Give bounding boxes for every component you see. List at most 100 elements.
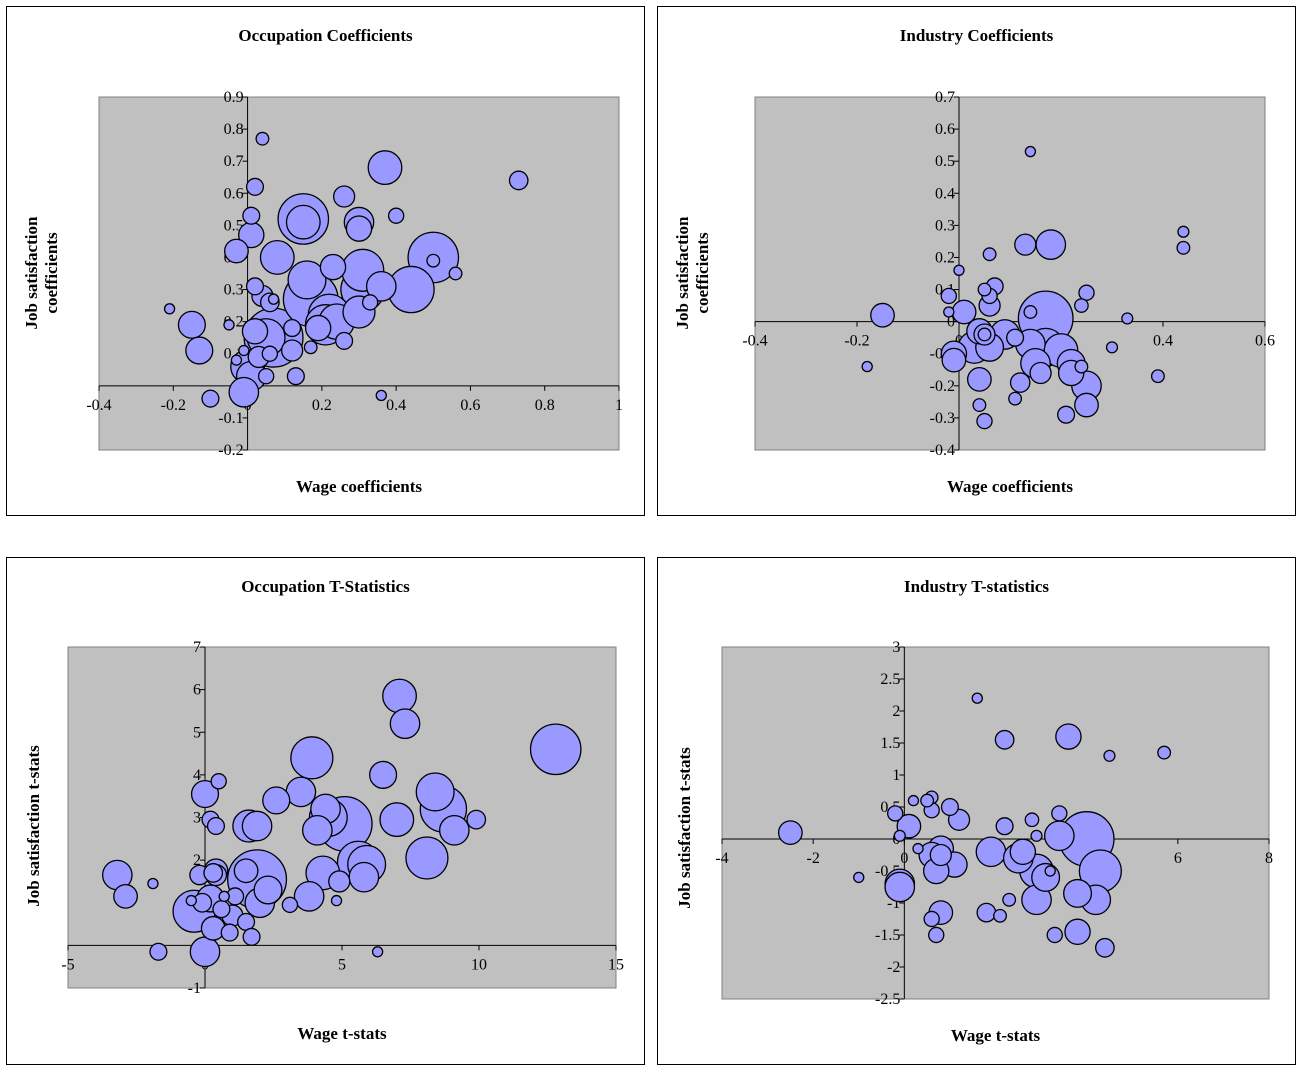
data-bubble <box>177 310 206 339</box>
y-tick-label: 4 <box>193 767 201 784</box>
data-bubble <box>976 902 997 923</box>
chart-title: Industry Coefficients <box>900 26 1054 45</box>
data-bubble <box>508 170 529 191</box>
y-axis-title-line: coefficients <box>693 232 712 314</box>
data-bubble <box>365 270 397 302</box>
data-bubble <box>286 367 305 386</box>
chart-panel-industry-t-statistics: Industry T-statistics-4-202468-2.5-2-1.5… <box>657 557 1296 1065</box>
data-bubble <box>1103 749 1116 762</box>
data-bubble <box>1029 361 1052 385</box>
data-bubble <box>415 772 455 812</box>
plot-area <box>721 646 1270 1000</box>
y-tick-label: -1.5 <box>875 927 900 944</box>
data-bubble <box>777 820 803 846</box>
y-tick-label: 2 <box>892 703 900 720</box>
data-bubble <box>304 314 332 342</box>
plot-area <box>754 96 1266 451</box>
data-bubble <box>387 207 405 224</box>
y-tick-label: 0 <box>947 314 955 331</box>
x-tick-label: 0.4 <box>386 397 406 414</box>
data-bubble <box>884 871 916 903</box>
x-tick-label: 8 <box>1265 850 1273 867</box>
y-tick-label: 3 <box>892 639 900 656</box>
y-tick-label: 0.5 <box>224 217 244 234</box>
data-bubble <box>405 836 449 880</box>
y-axis-title-line: Job satisfaction <box>673 216 692 329</box>
data-bubble <box>943 306 955 318</box>
data-bubble <box>228 376 260 408</box>
y-tick-label: 3 <box>193 810 201 827</box>
y-tick-label: -2 <box>887 959 900 976</box>
y-tick-label: -0.1 <box>218 410 243 427</box>
data-bubble <box>907 794 920 807</box>
data-bubble <box>1024 812 1040 828</box>
data-bubble <box>1044 865 1056 877</box>
data-bubble <box>941 347 967 373</box>
data-bubble <box>893 829 906 842</box>
data-bubble <box>257 367 275 385</box>
x-tick-label: 1 <box>615 397 623 414</box>
y-tick-label: 0.6 <box>935 121 955 138</box>
data-bubble <box>375 389 387 402</box>
data-bubble <box>1002 892 1017 907</box>
y-tick-label: 7 <box>193 639 201 656</box>
data-bubble <box>255 131 270 146</box>
chart-title: Industry T-statistics <box>904 577 1049 596</box>
data-bubble <box>1009 372 1031 393</box>
y-tick-label: 0.7 <box>224 153 244 170</box>
x-tick-label: -4 <box>715 850 728 867</box>
y-tick-label: -0.4 <box>930 442 955 459</box>
data-bubble <box>259 240 295 275</box>
data-bubble <box>982 247 997 262</box>
chart-panel-industry-coefficients: Industry Coefficients -0.4 -0.2 0 0.2 0.4 0.6 -… <box>657 6 1296 516</box>
x-tick-label: 15 <box>608 956 624 973</box>
data-bubble <box>1043 820 1075 852</box>
data-bubble <box>976 412 993 430</box>
data-bubble <box>163 303 176 315</box>
data-bubble <box>1074 392 1099 418</box>
y-axis-title: Job satisfaction t-stats <box>24 745 43 907</box>
data-bubble <box>367 150 403 186</box>
data-bubble <box>861 360 873 373</box>
data-bubble <box>966 366 992 392</box>
data-bubble <box>1006 328 1025 347</box>
data-bubble <box>971 692 983 704</box>
y-tick-label: 2.5 <box>880 671 900 688</box>
chart-title: Occupation T-Statistics <box>241 577 410 596</box>
data-bubble <box>345 215 373 242</box>
x-tick-label: 0 <box>900 850 908 867</box>
data-bubble <box>438 814 470 846</box>
x-tick-label: -0.4 <box>742 333 767 350</box>
data-bubble <box>319 253 347 281</box>
data-bubble <box>1074 359 1089 374</box>
data-bubble <box>147 877 159 890</box>
data-bubble <box>280 339 304 362</box>
chart-panel-occupation-coefficients: Occupation Coefficients-0.4-0.200.20.40.… <box>6 6 645 516</box>
data-bubble <box>995 817 1014 836</box>
data-bubble <box>253 875 283 905</box>
data-bubble <box>382 678 417 714</box>
data-bubble <box>1009 838 1037 866</box>
data-bubble <box>1014 233 1037 256</box>
data-bubble <box>233 858 259 884</box>
data-bubble <box>1064 918 1091 946</box>
data-bubble <box>185 894 197 907</box>
data-bubble <box>977 327 992 342</box>
y-tick-label: -2.5 <box>875 991 900 1008</box>
y-tick-label: 0.7 <box>935 89 955 106</box>
data-bubble <box>940 797 959 817</box>
y-axis-title: Job satisfaction t-stats <box>675 747 694 909</box>
data-bubble <box>287 260 327 300</box>
data-bubble <box>929 843 952 867</box>
data-bubble <box>149 942 168 961</box>
x-tick-label: 0.4 <box>1153 333 1173 350</box>
data-bubble <box>993 908 1008 923</box>
data-bubble <box>241 318 269 345</box>
data-bubble <box>972 398 987 413</box>
data-bubble <box>1176 240 1191 255</box>
x-tick-label: 6 <box>1174 850 1182 867</box>
data-bubble <box>293 881 325 912</box>
data-bubble <box>330 894 343 907</box>
y-tick-label: 0.9 <box>224 89 244 106</box>
data-bubble <box>1057 405 1076 424</box>
